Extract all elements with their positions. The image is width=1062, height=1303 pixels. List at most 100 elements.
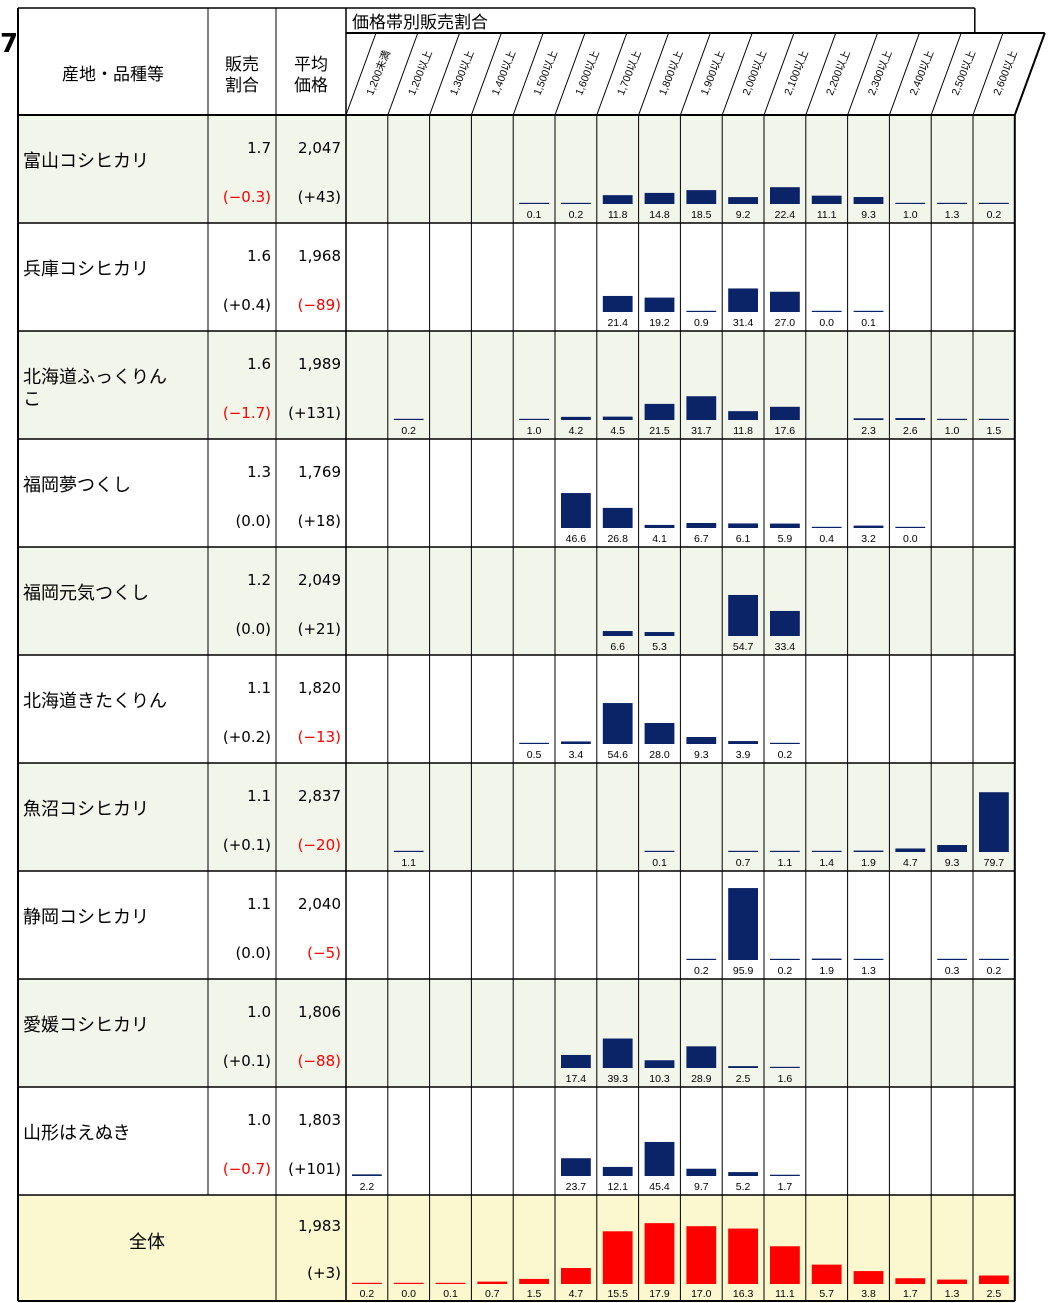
bar-value-label: 1.0 bbox=[903, 209, 918, 221]
bar-value-label: 3.9 bbox=[736, 749, 751, 761]
bar-value-label: 14.8 bbox=[649, 209, 670, 221]
bar-value-label: 5.7 bbox=[819, 1288, 834, 1300]
bar-value-label: 79.7 bbox=[984, 857, 1005, 869]
band-divider bbox=[1013, 32, 1046, 116]
bar-row bbox=[728, 523, 758, 528]
bar-value-label: 0.0 bbox=[401, 1288, 416, 1300]
bar-row bbox=[393, 850, 424, 852]
bar-value-label: 0.1 bbox=[527, 209, 542, 221]
bar-value-label: 5.9 bbox=[778, 533, 793, 545]
left-marker: 7 bbox=[0, 29, 18, 59]
bar-row bbox=[561, 741, 591, 744]
bar-value-label: 9.3 bbox=[694, 749, 709, 761]
share-value: 1.0 bbox=[247, 1111, 271, 1129]
bar-value-label: 3.4 bbox=[569, 749, 584, 761]
bar-row bbox=[853, 310, 884, 312]
bar-value-label: 31.4 bbox=[733, 317, 754, 329]
origin-name: 愛媛コシヒカリ bbox=[23, 1015, 149, 1036]
bar-value-label: 0.2 bbox=[778, 965, 793, 977]
bar-row bbox=[770, 742, 800, 744]
bar-value-label: 1.1 bbox=[778, 857, 793, 869]
band-divider bbox=[721, 32, 753, 116]
bar-row bbox=[602, 631, 633, 636]
bar-row bbox=[979, 202, 1009, 204]
bar-value-label: 11.8 bbox=[733, 425, 753, 437]
bar-value-label: 18.5 bbox=[691, 209, 712, 221]
total-row-background bbox=[18, 1195, 1015, 1301]
avg-price-value: 2,040 bbox=[298, 895, 341, 913]
bar-value-label: 4.5 bbox=[610, 425, 625, 437]
bar-value-label: 6.7 bbox=[694, 533, 709, 545]
bar-total bbox=[811, 1264, 842, 1284]
bar-value-label: 1.3 bbox=[945, 209, 960, 221]
bar-value-label: 28.0 bbox=[649, 749, 670, 761]
bar-value-label: 17.4 bbox=[566, 1073, 587, 1085]
bar-value-label: 9.7 bbox=[694, 1181, 709, 1193]
bar-total bbox=[853, 1271, 884, 1284]
bar-value-label: 1.7 bbox=[778, 1181, 793, 1193]
bar-row bbox=[602, 1038, 633, 1068]
bar-value-label: 0.2 bbox=[987, 209, 1002, 221]
band-divider bbox=[679, 32, 711, 116]
bar-row bbox=[811, 195, 842, 204]
bar-value-label: 33.4 bbox=[775, 641, 796, 653]
bar-row bbox=[979, 958, 1009, 960]
band-divider bbox=[930, 32, 962, 116]
avg-price-value: 1,820 bbox=[298, 679, 341, 697]
bar-value-label: 4.2 bbox=[569, 425, 584, 437]
share-value: 1.3 bbox=[247, 463, 271, 481]
bar-value-label: 0.2 bbox=[401, 425, 416, 437]
bar-row bbox=[811, 850, 842, 852]
bar-value-label: 1.5 bbox=[527, 1288, 542, 1300]
bar-row bbox=[728, 888, 758, 960]
avg-price-value: 1,989 bbox=[298, 355, 341, 373]
bar-total bbox=[644, 1223, 675, 1284]
bar-value-label: 1.5 bbox=[987, 425, 1002, 437]
header-share: 販売割合 bbox=[225, 55, 259, 96]
bar-row bbox=[770, 1066, 800, 1068]
bar-value-label: 10.3 bbox=[649, 1073, 670, 1085]
band-divider bbox=[387, 32, 419, 116]
origin-name: 北海道きたくりん bbox=[23, 691, 167, 712]
bar-row bbox=[644, 632, 675, 636]
bar-value-label: 1.1 bbox=[401, 857, 416, 869]
bar-row bbox=[853, 958, 884, 960]
bar-value-label: 17.9 bbox=[649, 1288, 670, 1300]
bar-row bbox=[728, 850, 758, 852]
bar-value-label: 15.5 bbox=[607, 1288, 628, 1300]
bar-row bbox=[519, 202, 549, 204]
bar-total bbox=[937, 1279, 967, 1284]
bar-row bbox=[895, 848, 926, 852]
bar-value-label: 1.9 bbox=[861, 857, 876, 869]
bar-row bbox=[853, 418, 884, 420]
bar-row bbox=[979, 792, 1009, 852]
bar-value-label: 0.1 bbox=[652, 857, 667, 869]
bar-row bbox=[686, 310, 717, 312]
row-background bbox=[18, 763, 1015, 871]
bar-row bbox=[644, 403, 675, 420]
share-value: 1.1 bbox=[247, 787, 271, 805]
share-change: (−0.7) bbox=[223, 1160, 271, 1178]
bar-row bbox=[937, 958, 967, 960]
bar-value-label: 26.8 bbox=[607, 533, 628, 545]
bar-row bbox=[811, 958, 842, 960]
bar-row bbox=[686, 1046, 717, 1068]
bar-value-label: 1.3 bbox=[945, 1288, 960, 1300]
bar-row bbox=[728, 1172, 758, 1176]
share-change: (+0.1) bbox=[223, 1052, 271, 1070]
bar-value-label: 0.2 bbox=[778, 749, 793, 761]
bar-value-label: 0.2 bbox=[694, 965, 709, 977]
bar-value-label: 0.0 bbox=[819, 317, 834, 329]
bar-row bbox=[770, 523, 800, 528]
bar-row bbox=[770, 187, 800, 204]
origin-name: 魚沼コシヒカリ bbox=[23, 799, 149, 820]
bar-row bbox=[644, 297, 675, 312]
bar-total bbox=[435, 1282, 466, 1284]
bar-value-label: 23.7 bbox=[566, 1181, 587, 1193]
bar-row bbox=[561, 1054, 591, 1068]
band-divider bbox=[638, 32, 670, 116]
bar-row bbox=[770, 1174, 800, 1176]
header-group-label: 価格帯別販売割合 bbox=[352, 13, 488, 33]
bar-total bbox=[393, 1282, 424, 1284]
bar-row bbox=[602, 507, 633, 528]
